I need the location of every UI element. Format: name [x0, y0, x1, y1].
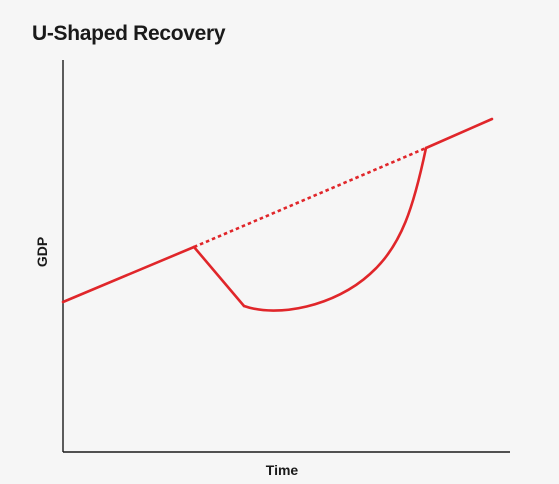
pre-recession-trend-line [61, 245, 196, 304]
recession-drop-line [192, 245, 246, 308]
x-axis-label: Time [265, 462, 299, 478]
u-recovery-curve [242, 146, 428, 312]
post-recovery-trend-line [424, 117, 494, 150]
projected-trend-dotted-line [193, 146, 427, 249]
chart-title: U-Shaped Recovery [32, 22, 226, 45]
